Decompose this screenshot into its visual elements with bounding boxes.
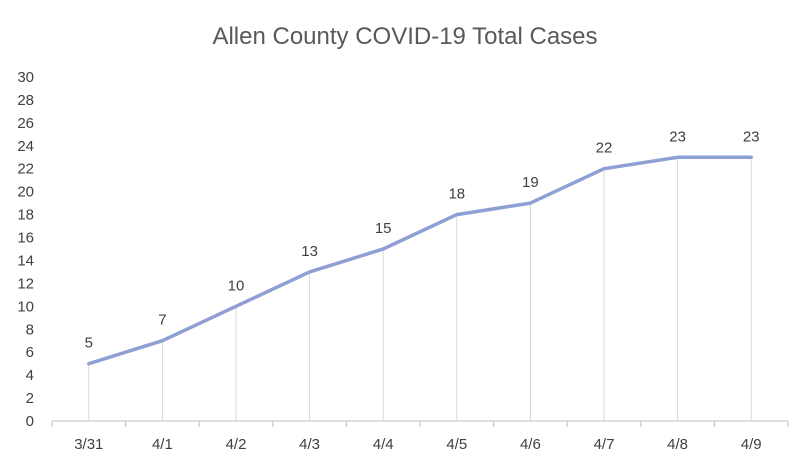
- x-tick-label: 4/7: [594, 436, 615, 453]
- y-tick-label: 18: [17, 207, 34, 224]
- x-tick-label: 4/6: [520, 436, 541, 453]
- x-tick-label: 4/2: [226, 436, 247, 453]
- y-tick-label: 16: [17, 230, 34, 247]
- data-label: 23: [669, 128, 686, 145]
- data-label: 23: [743, 128, 760, 145]
- x-tick-label: 4/1: [152, 436, 173, 453]
- y-tick-label: 4: [26, 367, 34, 384]
- y-tick-label: 22: [17, 161, 34, 178]
- x-axis-labels: 3/31 4/1 4/2 4/3 4/4 4/5 4/6 4/7 4/8 4/9: [74, 436, 761, 453]
- x-axis-ticks: [51, 421, 789, 427]
- y-tick-label: 14: [17, 252, 34, 269]
- drop-lines: [88, 157, 752, 421]
- x-tick-label: 4/8: [667, 436, 688, 453]
- data-label: 5: [85, 335, 93, 352]
- x-tick-label: 4/4: [373, 436, 394, 453]
- y-tick-label: 28: [17, 92, 34, 109]
- x-tick-label: 4/9: [741, 436, 762, 453]
- y-tick-label: 26: [17, 115, 34, 132]
- data-label: 13: [301, 243, 318, 260]
- y-tick-label: 0: [26, 413, 34, 430]
- y-tick-label: 2: [26, 390, 34, 407]
- series-line: [87, 155, 753, 366]
- y-tick-label: 10: [17, 298, 34, 315]
- data-label: 7: [158, 312, 166, 329]
- y-tick-label: 6: [26, 344, 34, 361]
- y-tick-label: 12: [17, 275, 34, 292]
- data-label: 19: [522, 174, 539, 191]
- x-tick-label: 3/31: [74, 436, 103, 453]
- data-labels: 5 7 10 13 15 18 19 22 23 23: [85, 128, 760, 351]
- data-label: 15: [375, 220, 392, 237]
- chart-title: Allen County COVID-19 Total Cases: [212, 23, 597, 50]
- x-tick-label: 4/3: [299, 436, 320, 453]
- y-tick-label: 20: [17, 184, 34, 201]
- data-label: 10: [228, 277, 245, 294]
- data-label: 22: [596, 140, 613, 157]
- y-tick-label: 8: [26, 321, 34, 338]
- x-tick-label: 4/5: [446, 436, 467, 453]
- y-tick-label: 30: [17, 69, 34, 86]
- y-tick-label: 24: [17, 138, 34, 155]
- data-label: 18: [448, 186, 465, 203]
